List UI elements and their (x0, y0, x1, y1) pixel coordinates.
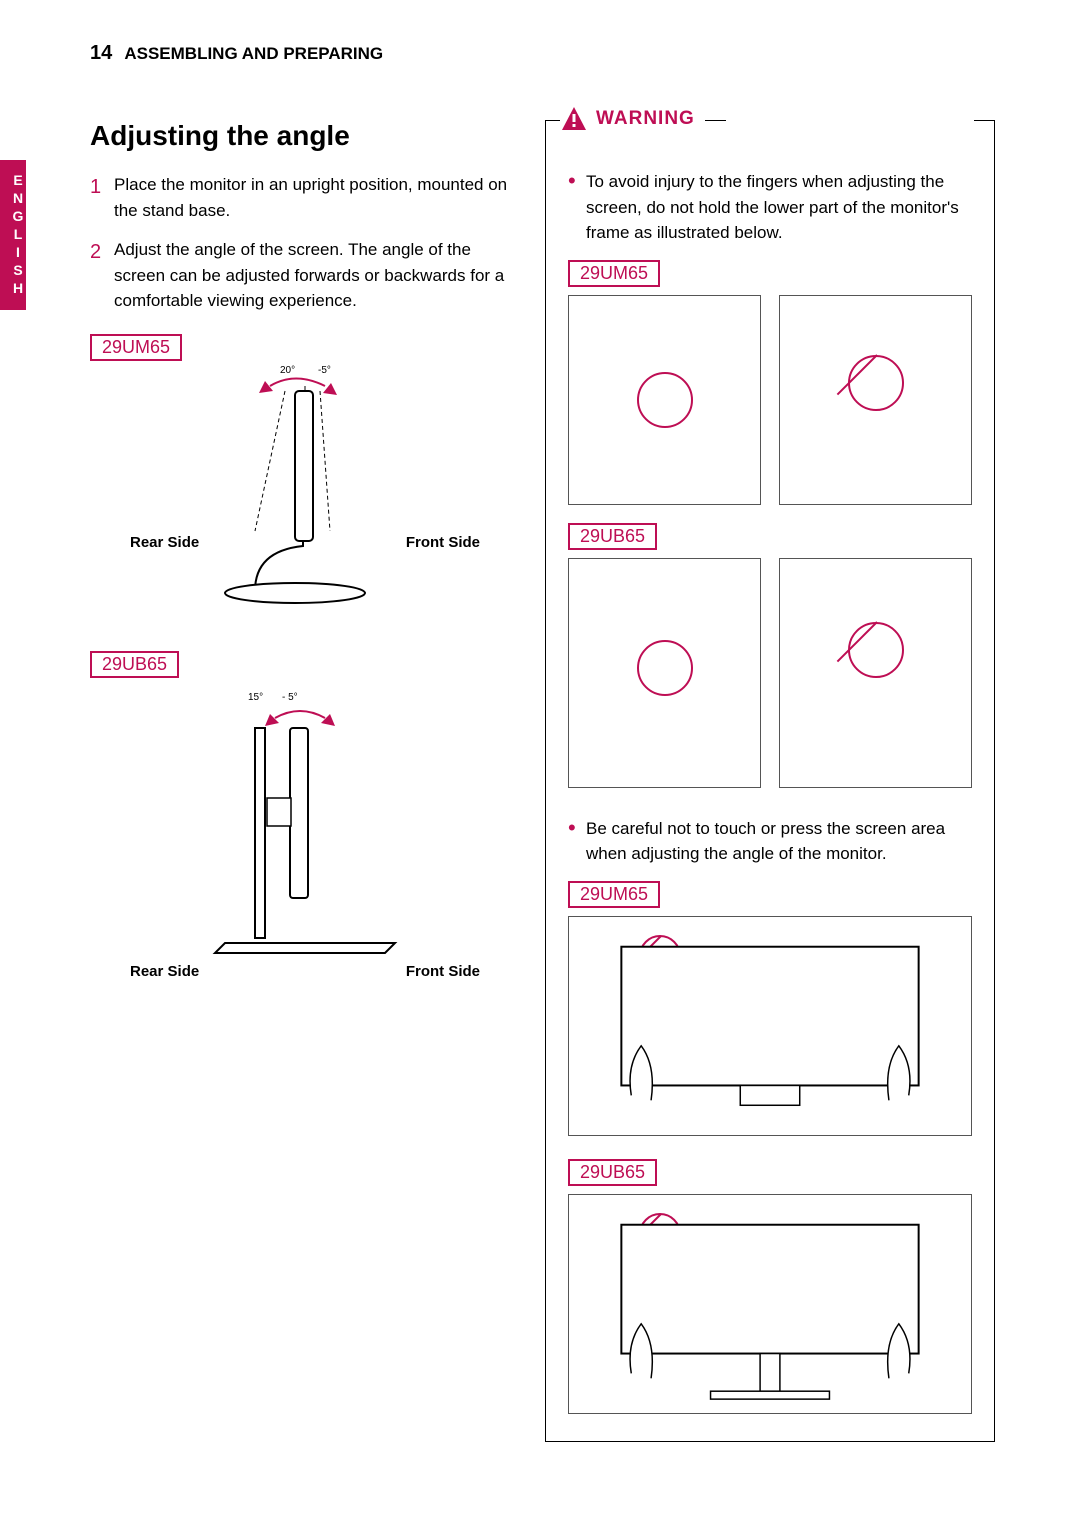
bullet-text: Be careful not to touch or press the scr… (586, 816, 972, 867)
warning-label: WARNING (596, 108, 695, 130)
step-text: Place the monitor in an upright position… (114, 172, 520, 223)
model-label: 29UB65 (568, 1159, 657, 1186)
ok-icon (637, 372, 693, 428)
angle-fwd: -5° (318, 365, 331, 376)
bullet-dot: • (568, 169, 586, 246)
illustration-pair-29ub65 (568, 558, 972, 788)
illustration-incorrect (779, 558, 972, 788)
tilt-diagram-29ub65: 15° - 5° Rear Side Front Side (90, 678, 520, 998)
rear-label: Rear Side (130, 963, 199, 980)
illustration-pair-29um65 (568, 295, 972, 505)
warning-bullet-1: • To avoid injury to the fingers when ad… (568, 169, 972, 246)
page-number: 14 (90, 42, 112, 64)
language-tab: ENGLISH (0, 160, 26, 310)
step-number: 2 (90, 237, 114, 314)
right-column: WARNING • To avoid injury to the fingers… (545, 120, 995, 1442)
illustration-correct (568, 558, 761, 788)
model-label: 29UM65 (568, 881, 660, 908)
step-1: 1 Place the monitor in an upright positi… (90, 172, 520, 223)
step-text: Adjust the angle of the screen. The angl… (114, 237, 520, 314)
warning-bullet-2: • Be careful not to touch or press the s… (568, 816, 972, 867)
warning-icon (560, 105, 588, 133)
left-column: Adjusting the angle 1 Place the monitor … (90, 120, 520, 998)
warning-heading: WARNING (560, 105, 705, 133)
angle-fwd: - 5° (282, 692, 298, 703)
ok-icon (637, 640, 693, 696)
bullet-text: To avoid injury to the fingers when adju… (586, 169, 972, 246)
model-label: 29UB65 (90, 651, 179, 678)
tilt-diagram-29um65: 20° -5° Rear Side Front Side (90, 361, 520, 641)
angle-back: 15° (248, 692, 263, 703)
prohibited-icon (848, 622, 904, 678)
warning-box: WARNING • To avoid injury to the fingers… (545, 120, 995, 1442)
angle-back: 20° (280, 365, 295, 376)
prohibited-icon (848, 355, 904, 411)
illustration-incorrect (779, 295, 972, 505)
model-label: 29UB65 (568, 523, 657, 550)
model-label: 29UM65 (90, 334, 182, 361)
front-label: Front Side (406, 534, 480, 551)
bullet-dot: • (568, 816, 586, 867)
section-title: ASSEMBLING AND PREPARING (124, 44, 383, 63)
front-label: Front Side (406, 963, 480, 980)
step-number: 1 (90, 172, 114, 223)
rear-label: Rear Side (130, 534, 199, 551)
illustration-correct (568, 295, 761, 505)
subsection-title: Adjusting the angle (90, 120, 520, 152)
step-2: 2 Adjust the angle of the screen. The an… (90, 237, 520, 314)
screen-touch-illustration-29um65 (568, 916, 972, 1136)
screen-touch-illustration-29ub65 (568, 1194, 972, 1414)
model-label: 29UM65 (568, 260, 660, 287)
page-header: 14 ASSEMBLING AND PREPARING (90, 42, 383, 65)
